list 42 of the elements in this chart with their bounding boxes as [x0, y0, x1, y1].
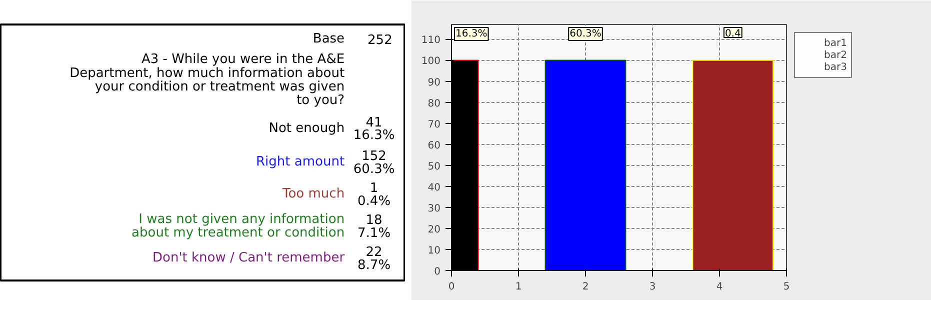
text: bar1 [824, 37, 847, 49]
x-tick-label: 0 [448, 282, 455, 292]
text: 0.4% [358, 194, 391, 209]
text: 60.3% [353, 162, 395, 177]
text: 8.7% [358, 258, 391, 273]
category-label: Right amount [256, 154, 345, 170]
category-label: Not enough [268, 121, 345, 136]
y-tick-label: 90 [428, 77, 441, 88]
x-tick-label: 2 [582, 282, 589, 292]
text: 22 [366, 244, 382, 260]
text: 18 [366, 212, 382, 228]
text: Base [312, 31, 345, 46]
x-tick-label: 5 [783, 282, 790, 292]
text: bar3 [824, 61, 847, 73]
annotation: 60.3% [570, 28, 602, 40]
annotation: 16.3% [456, 28, 488, 40]
x-tick-label: 4 [716, 282, 723, 292]
text: 41 [366, 115, 382, 130]
y-tick-label: 30 [428, 203, 441, 214]
x-tick-label: 1 [515, 282, 522, 292]
y-tick-label: 80 [428, 98, 441, 110]
text: 16.3% [353, 128, 395, 144]
category-label: Don't know / Can't remember [152, 250, 346, 266]
text: 252 [368, 32, 392, 48]
y-tick-label: 100 [421, 56, 441, 68]
text: 7.1% [358, 226, 391, 241]
y-tick-label: 0 [434, 266, 441, 278]
category-label: I was not given any information about my treatment or condition [132, 212, 345, 240]
y-tick-label: 110 [421, 35, 441, 46]
text: A3 - While you were in the A&E Department, how much information about your condition or treatment was given to you? [70, 52, 345, 108]
annotation: 0.4 [724, 28, 741, 40]
text: 1 [370, 180, 378, 196]
text: bar2 [824, 49, 847, 61]
y-tick-label: 40 [428, 182, 441, 194]
y-tick-label: 50 [428, 161, 441, 172]
x-tick-label: 3 [649, 282, 656, 292]
y-tick-label: 10 [428, 245, 441, 256]
text: 152 [362, 148, 386, 164]
y-tick-label: 70 [428, 119, 441, 130]
category-label: Too much [281, 186, 345, 202]
y-tick-label: 60 [428, 140, 441, 152]
y-tick-label: 20 [428, 224, 441, 236]
